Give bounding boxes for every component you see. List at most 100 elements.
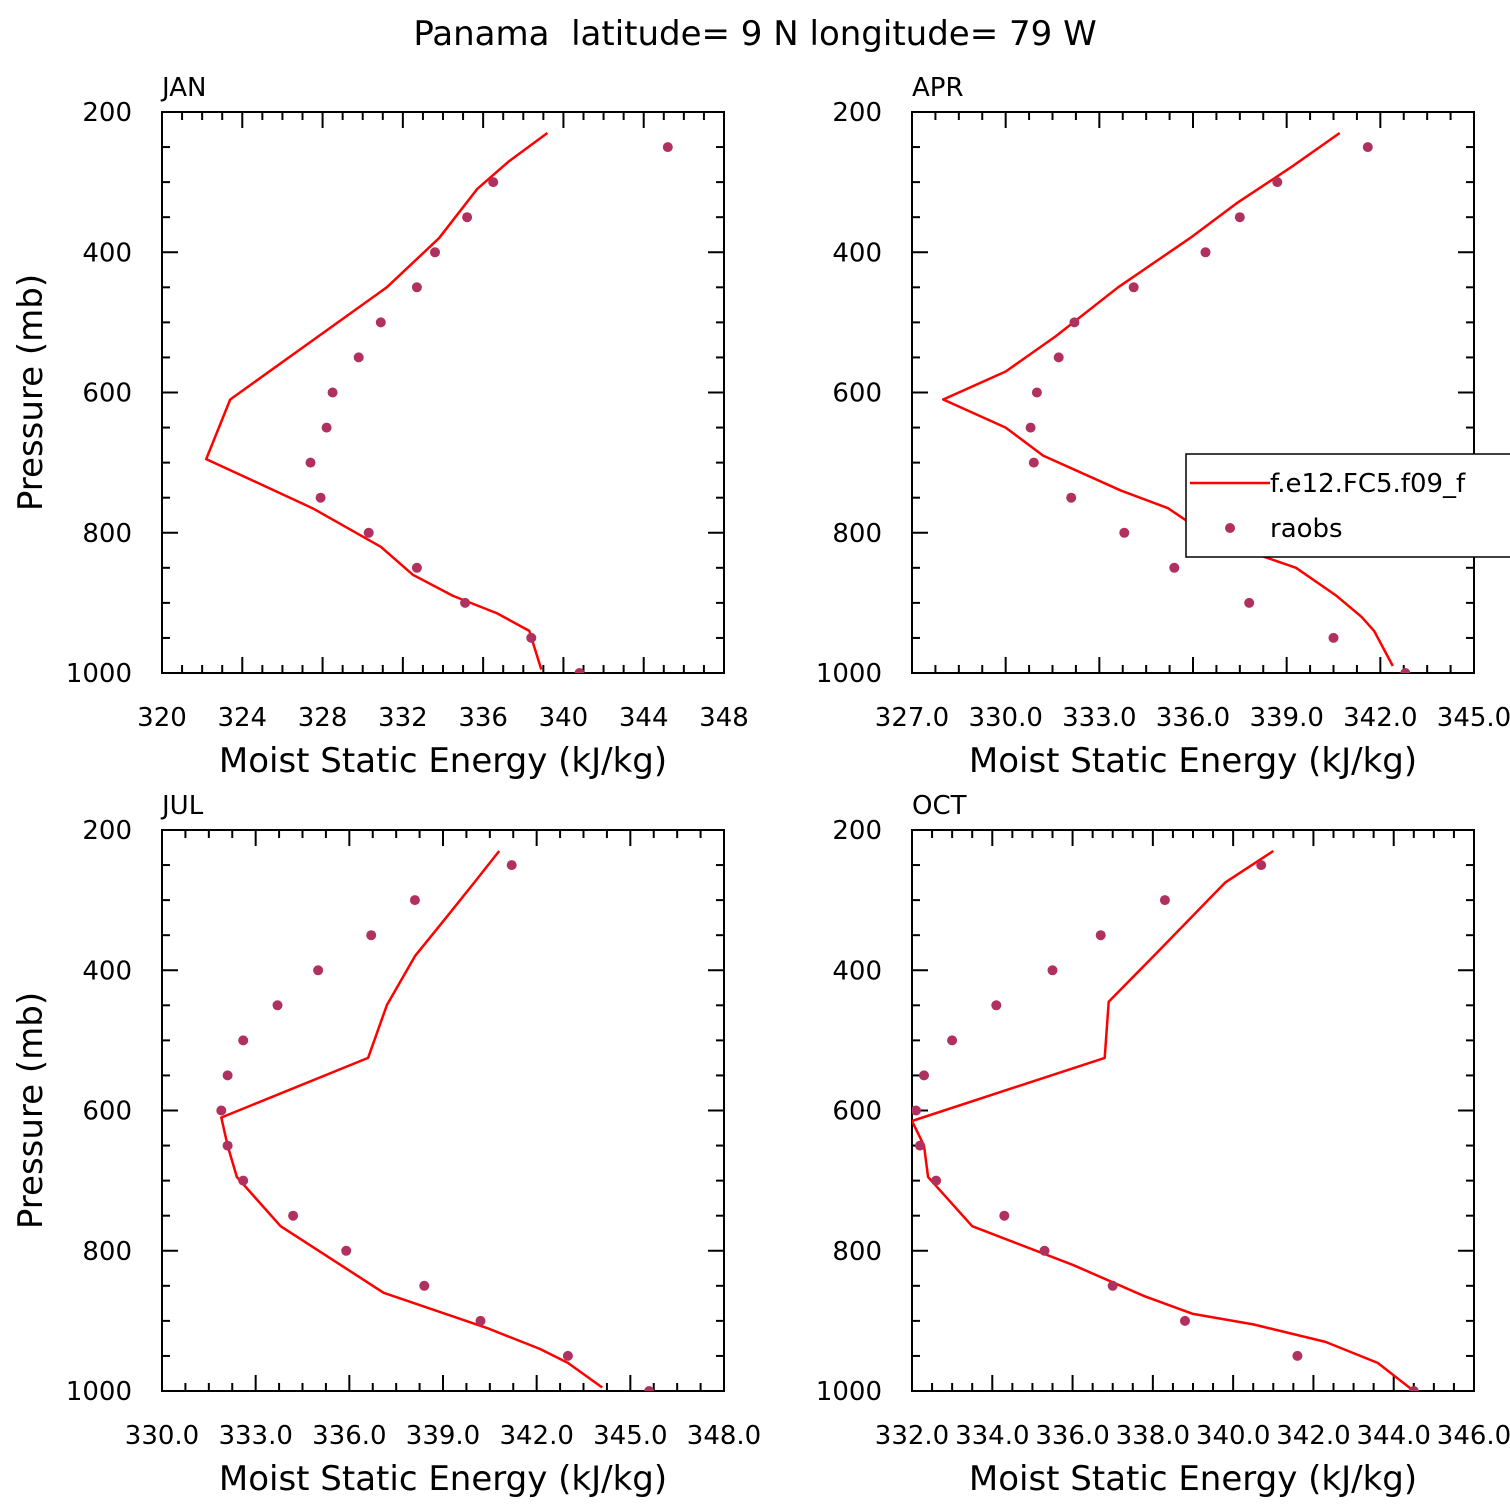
x-tick-label: 336.0 [1156, 703, 1230, 733]
raobs-point [1119, 527, 1130, 538]
raobs-point [222, 1140, 233, 1151]
legend-obs-swatch [1225, 523, 1235, 533]
legend-obs-label: raobs [1270, 514, 1343, 544]
y-tick-label: 600 [832, 379, 882, 409]
plot-frame [161, 111, 725, 674]
x-tick-label: 344.0 [1356, 1421, 1430, 1451]
panel-label: JAN [160, 73, 206, 103]
x-tick-label: 346.0 [1437, 1421, 1510, 1451]
raobs-point [1408, 1386, 1419, 1391]
y-tick-label: 400 [832, 238, 882, 268]
raobs-point [341, 1245, 352, 1256]
model-series-line [204, 131, 549, 670]
x-tick-label: 340 [539, 703, 589, 733]
raobs-point [574, 668, 585, 673]
y-tick-label: 800 [832, 1237, 882, 1267]
x-tick-label: 334.0 [955, 1421, 1029, 1451]
raobs-point [919, 1070, 929, 1081]
raobs-point [488, 177, 499, 188]
y-tick-label: 600 [832, 1097, 882, 1127]
raobs-point [409, 895, 420, 906]
x-tick-label: 333.0 [1062, 703, 1136, 733]
raobs-point [1292, 1350, 1303, 1361]
model-series-line [941, 131, 1394, 667]
x-tick-label: 338.0 [1116, 1421, 1190, 1451]
panel-label: APR [912, 73, 964, 103]
raobs-point [1039, 1245, 1050, 1256]
raobs-point [1025, 422, 1036, 433]
series-group [216, 850, 655, 1391]
raobs-point [272, 1000, 283, 1011]
raobs-point [1244, 597, 1255, 608]
x-tick-label: 342.0 [499, 1421, 573, 1451]
x-tick-label: 340.0 [1196, 1421, 1270, 1451]
x-tick-label: 333.0 [218, 1421, 292, 1451]
x-tick-label: 320 [137, 703, 187, 733]
y-tick-label: 1000 [816, 1377, 882, 1407]
raobs-point [562, 1350, 573, 1361]
x-tick-label: 328 [298, 703, 348, 733]
raobs-point [1272, 177, 1283, 188]
x-tick-label: 348 [699, 703, 749, 733]
raobs-point [430, 247, 440, 258]
panel-label: JUL [160, 791, 204, 821]
raobs-point [1107, 1280, 1118, 1291]
series-group [912, 849, 1419, 1391]
x-tick-label: 345.0 [1437, 703, 1510, 733]
x-axis-label: Moist Static Energy (kJ/kg) [219, 741, 667, 781]
x-tick-label: 332 [378, 703, 428, 733]
raobs-point [327, 387, 338, 398]
y-tick-label: 400 [82, 956, 132, 986]
raobs-point [313, 965, 324, 976]
y-tick-label: 200 [82, 98, 132, 128]
raobs-point [1169, 562, 1180, 573]
y-tick-label: 600 [82, 1097, 132, 1127]
y-tick-label: 1000 [66, 1377, 132, 1407]
raobs-point [915, 1140, 925, 1151]
x-tick-label: 342.0 [1343, 703, 1417, 733]
raobs-point [1066, 492, 1077, 503]
raobs-point [1028, 457, 1039, 468]
x-tick-label: 336 [458, 703, 508, 733]
raobs-point [375, 317, 386, 328]
x-axis-label: Moist Static Energy (kJ/kg) [969, 741, 1417, 781]
y-axis-label: Pressure (mb) [11, 992, 51, 1229]
series-group [204, 131, 673, 673]
x-tick-label: 339.0 [1249, 703, 1323, 733]
raobs-point [238, 1035, 249, 1046]
x-axis-label: Moist Static Energy (kJ/kg) [969, 1459, 1417, 1499]
panel-jan: JAN 320 324 328 332 336 340 344 348 200 400 600 800 1… [11, 73, 749, 781]
raobs-point [222, 1070, 233, 1081]
raobs-point [462, 212, 473, 223]
raobs-point [1400, 668, 1411, 673]
x-tick-label: 339.0 [406, 1421, 480, 1451]
x-tick-label: 324 [217, 703, 267, 733]
x-tick-label: 348.0 [687, 1421, 761, 1451]
y-tick-label: 200 [832, 98, 882, 128]
y-tick-label: 400 [82, 238, 132, 268]
raobs-point [931, 1175, 942, 1186]
raobs-point [366, 930, 377, 941]
x-tick-label: 330.0 [968, 703, 1042, 733]
raobs-point [1200, 247, 1211, 258]
plot-frame [161, 829, 725, 1392]
raobs-point [288, 1210, 299, 1221]
series-group [941, 131, 1411, 673]
model-series-line [912, 849, 1415, 1391]
raobs-point [1069, 317, 1080, 328]
legend-model-label: f.e12.FC5.f09_f [1270, 469, 1466, 499]
raobs-point [1362, 142, 1373, 153]
y-tick-label: 800 [82, 1237, 132, 1267]
raobs-point [411, 282, 422, 293]
y-tick-label: 400 [832, 956, 882, 986]
x-tick-label: 345.0 [593, 1421, 667, 1451]
y-axis-label: Pressure (mb) [11, 274, 51, 511]
raobs-point [238, 1175, 249, 1186]
raobs-point [419, 1280, 430, 1291]
y-tick-label: 1000 [66, 659, 132, 689]
figure-title: Panama latitude= 9 N longitude= 79 W [413, 14, 1096, 54]
legend-box [1185, 453, 1510, 558]
raobs-point [1234, 212, 1245, 223]
raobs-point [305, 457, 316, 468]
